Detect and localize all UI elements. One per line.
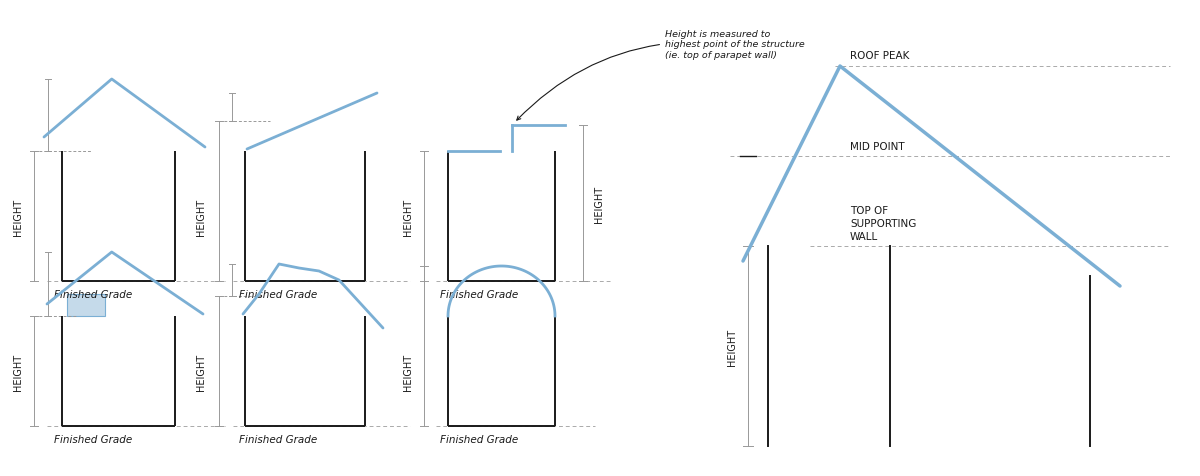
- Text: HEIGHT: HEIGHT: [594, 185, 604, 222]
- Text: MID POINT: MID POINT: [850, 142, 905, 152]
- Text: TOP OF
SUPPORTING
WALL: TOP OF SUPPORTING WALL: [850, 205, 917, 241]
- Text: HEIGHT: HEIGHT: [403, 198, 413, 235]
- Text: HEIGHT: HEIGHT: [403, 353, 413, 390]
- Text: Finished Grade: Finished Grade: [440, 434, 518, 444]
- Text: HEIGHT: HEIGHT: [13, 353, 23, 390]
- Text: HEIGHT: HEIGHT: [196, 198, 206, 235]
- Text: Finished Grade: Finished Grade: [440, 289, 518, 299]
- Text: ROOF PEAK: ROOF PEAK: [850, 51, 910, 61]
- Text: HEIGHT: HEIGHT: [727, 328, 737, 365]
- Text: Height is measured to
highest point of the structure
(ie. top of parapet wall): Height is measured to highest point of t…: [517, 30, 805, 121]
- Text: HEIGHT: HEIGHT: [13, 198, 23, 235]
- Text: Finished Grade: Finished Grade: [239, 434, 317, 444]
- Text: Finished Grade: Finished Grade: [54, 289, 132, 299]
- Bar: [67, 294, 106, 317]
- Text: Finished Grade: Finished Grade: [54, 434, 132, 444]
- Text: Finished Grade: Finished Grade: [239, 289, 317, 299]
- Text: HEIGHT: HEIGHT: [196, 353, 206, 390]
